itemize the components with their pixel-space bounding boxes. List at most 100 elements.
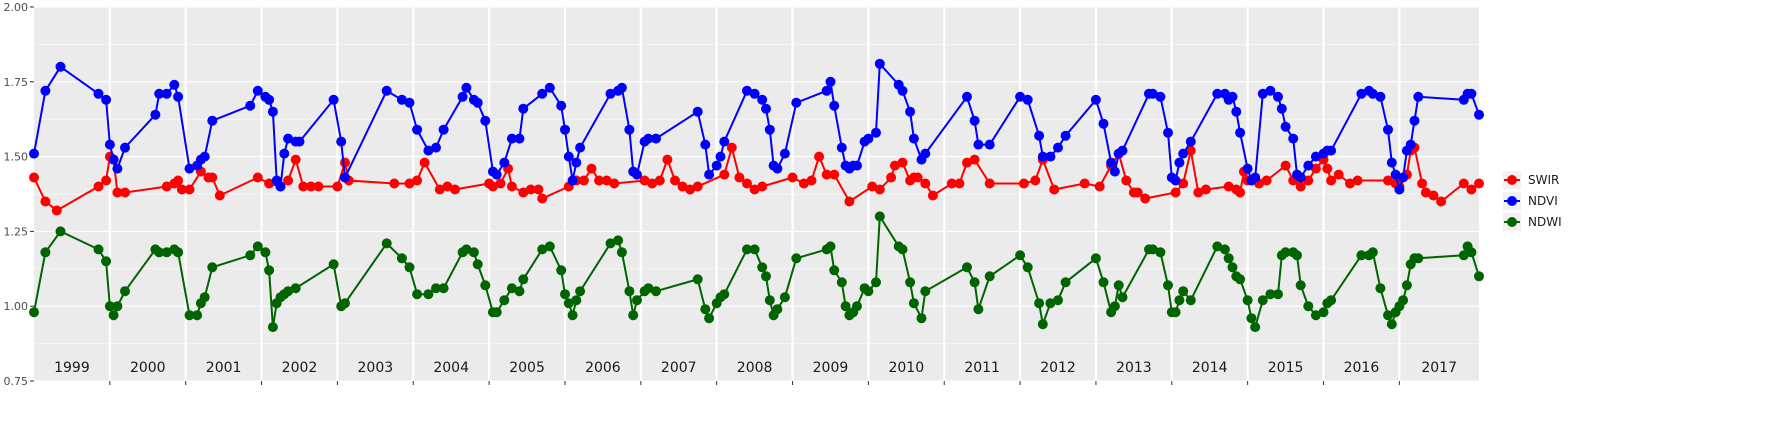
ndvi-point <box>1053 142 1063 153</box>
swir-point <box>120 187 130 198</box>
ndwi-point <box>908 298 919 309</box>
ndwi-point <box>518 274 529 285</box>
ndvi-point <box>791 97 802 108</box>
swir-point <box>984 178 995 189</box>
swir-point <box>1223 181 1234 192</box>
ndvi-point <box>1390 169 1401 180</box>
ndwi-point <box>704 313 715 324</box>
ndwi-point <box>628 310 639 321</box>
ndwi-point <box>632 295 642 306</box>
ndvi-point <box>563 151 574 162</box>
ndwi-point <box>101 256 112 267</box>
ndvi-point <box>632 169 642 180</box>
swir-point <box>685 184 696 195</box>
year-label: 2001 <box>206 360 242 376</box>
ndvi-point <box>1109 166 1120 177</box>
ndvi-point <box>328 94 339 105</box>
ndwi-point <box>1356 250 1367 261</box>
year-label: 2015 <box>1268 360 1304 376</box>
swir-point <box>874 184 885 195</box>
ndwi-point <box>761 271 771 282</box>
ndvi-point <box>1367 88 1378 99</box>
ndwi-point <box>340 298 350 309</box>
swir-point <box>298 181 309 192</box>
ndvi-point <box>1276 103 1287 114</box>
ndwi-point <box>1246 313 1257 324</box>
ndvi-point <box>749 88 760 99</box>
ndwi-point <box>438 283 449 294</box>
ndvi-point <box>643 133 654 144</box>
swir-point <box>787 172 798 183</box>
swir-point <box>506 181 517 192</box>
ndvi-point <box>1227 91 1238 102</box>
ndwi-point <box>260 247 271 258</box>
ndwi-point <box>1212 241 1223 252</box>
swir-point <box>1079 178 1090 189</box>
ndvi-point <box>154 88 165 99</box>
swir-point <box>283 175 294 186</box>
ndwi-point <box>1037 319 1048 330</box>
ndvi-point <box>1098 118 1109 129</box>
ndvi-point <box>55 61 66 72</box>
ndwi-point <box>1367 247 1378 258</box>
swir-point <box>1170 187 1181 198</box>
swir-point <box>340 157 350 168</box>
ndvi-point <box>499 157 510 168</box>
ndwi-point <box>404 262 415 273</box>
ndwi-point <box>468 247 479 258</box>
year-label: 1999 <box>54 360 90 376</box>
ndvi-point <box>1060 130 1071 141</box>
swir-point <box>161 181 172 192</box>
ndvi-point <box>1356 88 1367 99</box>
ndwi-point <box>381 238 392 249</box>
swir-point <box>1295 181 1306 192</box>
ndwi-point <box>1053 295 1063 306</box>
ndwi-point <box>173 247 184 258</box>
ndvi-point <box>1212 88 1223 99</box>
ndvi-point <box>412 124 423 135</box>
ndwi-point <box>1413 253 1424 264</box>
ndvi-point <box>1409 115 1420 126</box>
y-tick-label: 2.00 <box>4 1 29 14</box>
ndvi-point <box>1375 91 1386 102</box>
ndvi-point <box>340 172 350 183</box>
swir-point <box>40 196 51 207</box>
ndvi-point <box>252 85 263 96</box>
swir-point <box>647 178 658 189</box>
ndvi-point <box>692 106 703 117</box>
ndwi-point <box>560 289 570 300</box>
ndvi-point <box>423 145 434 156</box>
ndwi-point <box>1227 262 1238 273</box>
ndvi-point <box>480 115 491 126</box>
swir-point <box>798 178 809 189</box>
ndvi-point <box>457 91 468 102</box>
ndvi-point <box>962 91 972 102</box>
swir-point <box>897 157 908 168</box>
swir-point <box>1185 145 1196 156</box>
ndvi-point <box>704 169 715 180</box>
ndvi-point <box>575 142 586 153</box>
ndvi-point <box>267 106 278 117</box>
ndvi-point <box>1163 127 1173 138</box>
y-tick-label: 0.75 <box>4 375 29 388</box>
ndwi-point <box>514 286 525 297</box>
swir-point <box>806 175 817 186</box>
swir-point <box>51 205 62 216</box>
swir-point <box>726 142 737 153</box>
ndwi-point <box>567 310 578 321</box>
ndvi-point <box>757 94 768 105</box>
series-layer <box>29 58 1484 333</box>
swir-point <box>525 184 536 195</box>
year-label: 2009 <box>813 360 849 376</box>
ndwi-point <box>556 265 567 276</box>
ndvi-point <box>560 124 570 135</box>
swir-point <box>434 184 445 195</box>
ndvi-point <box>120 142 130 153</box>
swir-point <box>1383 175 1393 186</box>
swir-point <box>662 154 673 165</box>
swir-point <box>757 181 768 192</box>
ndvi-point <box>897 85 908 96</box>
swir-point <box>173 175 184 186</box>
swir-point <box>946 178 957 189</box>
